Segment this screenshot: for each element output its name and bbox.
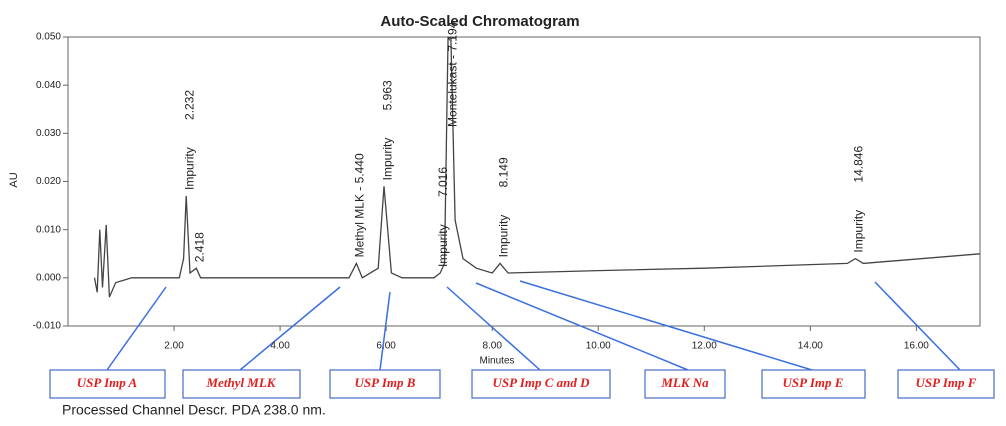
callout-box bbox=[182, 369, 301, 399]
y-tick-label: 0.020 bbox=[36, 176, 61, 187]
peak-name: Impurity bbox=[496, 215, 510, 258]
footer: Processed Channel Descr. PDA 238.0 nm. bbox=[62, 402, 326, 418]
y-tick-label: 0.010 bbox=[36, 224, 61, 235]
y-tick-label: 0.030 bbox=[36, 128, 61, 139]
x-tick-label: 10.00 bbox=[586, 341, 611, 352]
callout-boxes: USP Imp A Methyl MLK USP Imp B USP Imp C… bbox=[49, 369, 995, 399]
arrow bbox=[446, 286, 541, 371]
peak-name: Impurity bbox=[436, 224, 450, 267]
callout-box bbox=[897, 369, 995, 399]
callout-box bbox=[644, 369, 726, 399]
trace-group bbox=[93, 37, 980, 298]
y-tick-label: 0.040 bbox=[36, 80, 61, 91]
arrow bbox=[874, 281, 961, 371]
chart-title: Auto-Scaled Chromatogram bbox=[380, 13, 579, 30]
callout-text: USP Imp A bbox=[77, 375, 138, 390]
peak-time: 2.232 bbox=[183, 90, 197, 120]
peak-label: Methyl MLK - 5.440 bbox=[353, 153, 367, 257]
callout-text: USP Imp B bbox=[355, 375, 416, 390]
arrow bbox=[475, 282, 689, 371]
x-tick-label: 8.00 bbox=[482, 341, 502, 352]
x-tick-label: 12.00 bbox=[692, 341, 717, 352]
arrow bbox=[239, 286, 341, 371]
callout-box bbox=[49, 369, 166, 399]
x-tick-label: 16.00 bbox=[904, 341, 929, 352]
y-tick-label: -0.010 bbox=[33, 321, 62, 332]
arrow bbox=[519, 280, 813, 371]
x-tick-label: 14.00 bbox=[798, 341, 823, 352]
peak-name: Impurity bbox=[183, 147, 197, 190]
peak-time: 8.149 bbox=[496, 157, 510, 187]
y-axis-label: AU bbox=[8, 172, 20, 187]
x-tick-label: 2.00 bbox=[164, 341, 184, 352]
x-axis-label: Minutes bbox=[479, 356, 514, 367]
callout-text: USP Imp C and D bbox=[492, 375, 590, 390]
arrow bbox=[106, 286, 167, 371]
callout-text: MLK Na bbox=[660, 375, 709, 390]
peak-time: 14.846 bbox=[851, 146, 865, 183]
peak-name: Impurity bbox=[851, 210, 865, 253]
peak-time: 7.016 bbox=[436, 167, 450, 197]
arrow bbox=[379, 291, 391, 371]
peak-label: Montelukast - 7.194 bbox=[446, 21, 460, 127]
callout-box bbox=[329, 369, 441, 399]
callout-text: Methyl MLK bbox=[206, 375, 277, 390]
peak-time: 5.963 bbox=[380, 80, 394, 110]
y-tick-label: 0.000 bbox=[36, 272, 61, 283]
callout-arrows bbox=[106, 280, 961, 371]
peak-time: 2.418 bbox=[192, 232, 206, 262]
x-tick-label: 4.00 bbox=[270, 341, 290, 352]
peak-name: Impurity bbox=[380, 138, 394, 181]
callout-text: USP Imp E bbox=[783, 375, 844, 390]
x-tick-label: 6.00 bbox=[376, 341, 396, 352]
callout-text: USP Imp F bbox=[916, 375, 977, 390]
y-tick-label: 0.050 bbox=[36, 32, 61, 43]
callout-box bbox=[761, 369, 866, 399]
callout-box bbox=[471, 369, 611, 399]
chromatogram-trace bbox=[93, 37, 980, 298]
